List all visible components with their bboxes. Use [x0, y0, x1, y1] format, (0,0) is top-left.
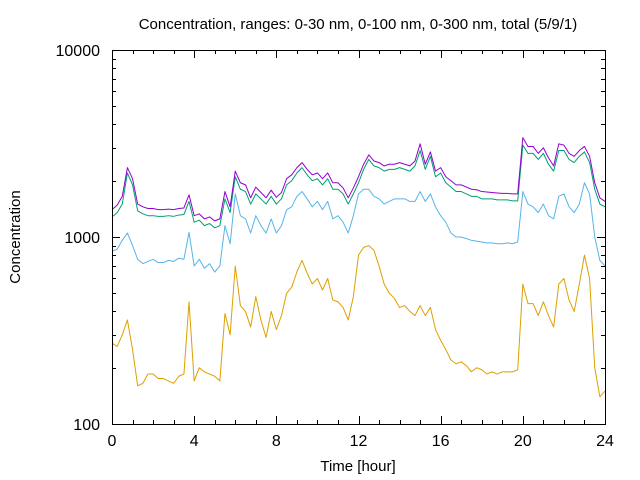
y-tick-label: 1000 — [64, 230, 100, 247]
axis-ticks — [112, 50, 606, 425]
x-tick-label: 8 — [272, 433, 281, 450]
y-tick-label: 10000 — [56, 43, 101, 60]
x-tick-label: 12 — [350, 433, 368, 450]
series-group — [111, 137, 606, 398]
x-tick-label: 4 — [190, 433, 199, 450]
chart-title: Concentration, ranges: 0-30 nm, 0-100 nm… — [139, 16, 578, 33]
x-tick-label: 24 — [596, 433, 614, 450]
series-line-1 — [111, 245, 606, 398]
x-tick-label: 16 — [432, 433, 450, 450]
x-tick-label: 0 — [108, 433, 117, 450]
series-line-2 — [111, 182, 606, 273]
x-tick-label: 20 — [514, 433, 532, 450]
y-axis-title: Concentration — [7, 190, 24, 283]
axis-tick-labels: 0 4 8 12 16 20 24 100 1000 10000 — [56, 43, 615, 450]
series-line-4 — [111, 137, 606, 222]
series-line-3 — [111, 144, 606, 229]
y-tick-label: 100 — [73, 417, 100, 434]
plot-frame — [112, 50, 606, 425]
x-axis-title: Time [hour] — [320, 458, 395, 475]
